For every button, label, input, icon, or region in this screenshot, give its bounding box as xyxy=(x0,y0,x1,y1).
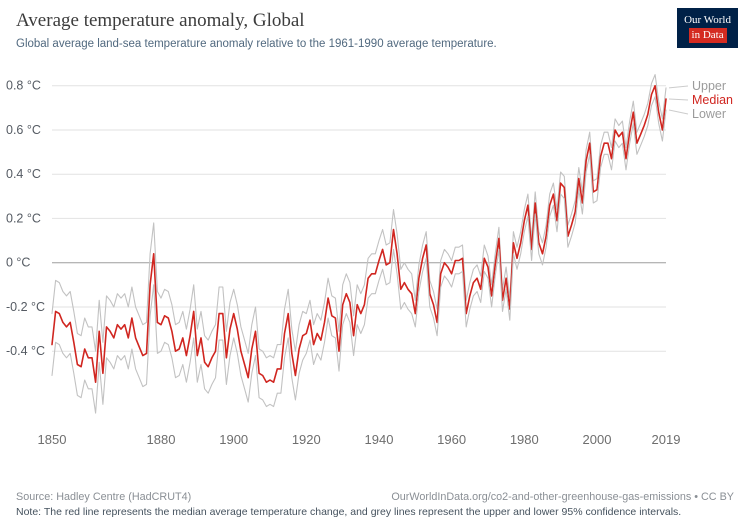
x-tick-label: 1920 xyxy=(292,432,321,447)
y-tick-label: 0.2 °C xyxy=(6,211,41,225)
y-tick-label: -0.2 °C xyxy=(6,300,45,314)
lower-line xyxy=(51,95,667,414)
y-tick-label: 0.6 °C xyxy=(6,123,41,137)
legend-connector xyxy=(668,85,689,88)
legend-label-upper[interactable]: Upper xyxy=(692,79,726,93)
chart-area: 0.8 °C 0.6 °C 0.4 °C 0.2 °C 0 °C -0.2 °C -0.4 … xyxy=(0,54,750,461)
chart-footer: Source: Hadley Centre (HadCRUT4) OurWorl… xyxy=(0,489,750,529)
x-tick-label: 1850 xyxy=(38,432,67,447)
legend-label-median[interactable]: Median xyxy=(692,93,733,107)
x-tick-label: 1900 xyxy=(219,432,248,447)
x-tick-label: 1880 xyxy=(147,432,176,447)
logo-line-1: Our World xyxy=(684,14,731,26)
legend-label-lower[interactable]: Lower xyxy=(692,107,726,121)
chart-subtitle: Global average land-sea temperature anom… xyxy=(16,37,497,50)
y-tick-label: -0.4 °C xyxy=(6,344,45,358)
x-tick-label: 2000 xyxy=(583,432,612,447)
chart-header: Average temperature anomaly, Global Glob… xyxy=(0,0,750,52)
source-row: Source: Hadley Centre (HadCRUT4) OurWorl… xyxy=(16,491,734,503)
logo-line-2: in Data xyxy=(688,27,727,43)
x-tick-label: 1960 xyxy=(437,432,466,447)
y-tick-label: 0.8 °C xyxy=(6,78,41,92)
page-title: Average temperature anomaly, Global xyxy=(16,10,305,31)
y-tick-label: 0 °C xyxy=(6,255,30,269)
x-tick-label: 2019 xyxy=(652,432,681,447)
source-text[interactable]: Source: Hadley Centre (HadCRUT4) xyxy=(16,490,192,503)
attribution-link[interactable]: OurWorldInData.org/co2-and-other-greenho… xyxy=(391,490,734,503)
x-tick-label: 1980 xyxy=(510,432,539,447)
y-tick-label: 0.4 °C xyxy=(6,167,41,181)
x-tick-label: 1940 xyxy=(365,432,394,447)
upper-line xyxy=(51,73,667,358)
note-text: Note: The red line represents the median… xyxy=(16,505,682,518)
legend-connector xyxy=(668,109,689,115)
legend-connector xyxy=(668,98,689,101)
owid-logo[interactable]: Our World in Data xyxy=(677,8,738,48)
median-line xyxy=(51,84,667,383)
line-chart-canvas[interactable]: 0.8 °C 0.6 °C 0.4 °C 0.2 °C 0 °C -0.2 °C -0.4 … xyxy=(0,54,750,456)
